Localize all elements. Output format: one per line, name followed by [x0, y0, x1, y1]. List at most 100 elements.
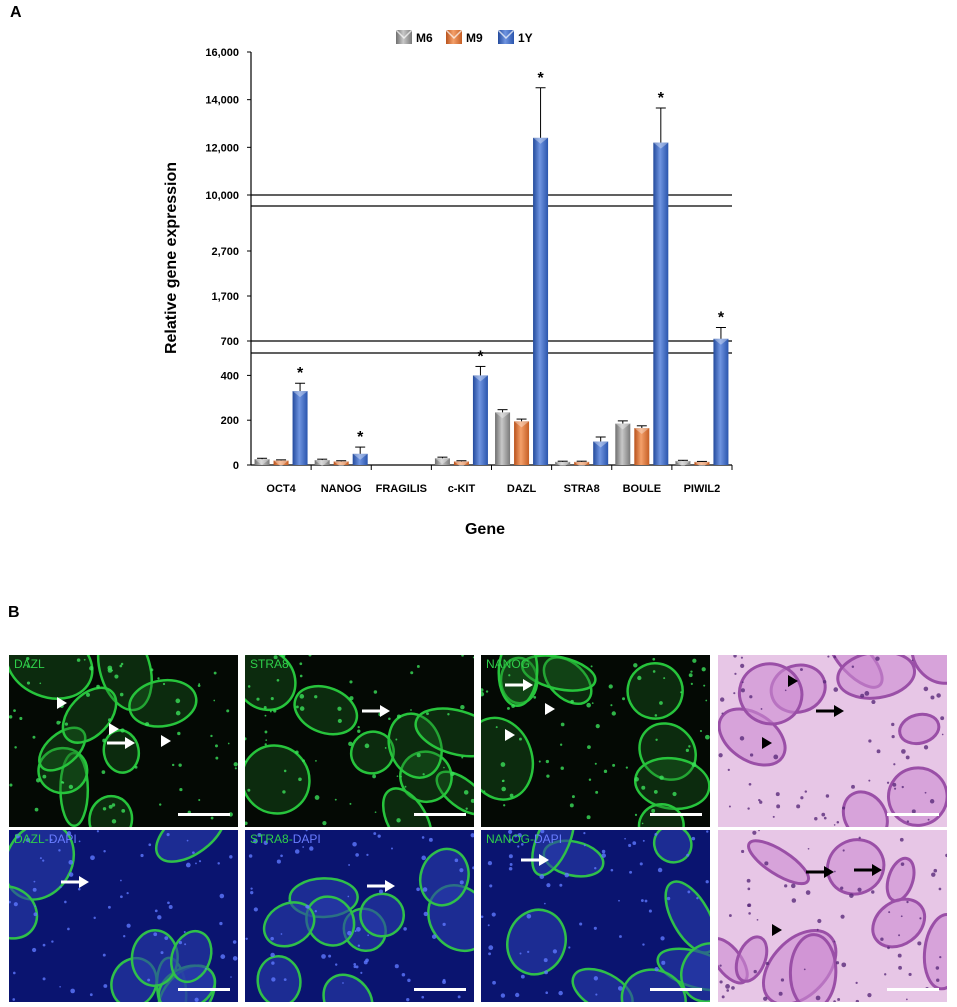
y-tick-label: 400	[221, 370, 239, 382]
significance-star: *	[658, 90, 665, 107]
micrograph-2: STRA8	[245, 655, 474, 827]
y-tick-label: 2,700	[211, 246, 239, 258]
y-tick-label: 12,000	[205, 142, 239, 154]
micrograph-image	[245, 830, 474, 1002]
micrograph-5: DAZL-DAPI	[9, 830, 238, 1002]
y-tick-label: 10,000	[205, 190, 239, 202]
x-tick-label: BOULE	[623, 483, 662, 495]
micrograph-image	[718, 830, 947, 1002]
y-axis-title: Relative gene expression	[163, 162, 180, 354]
bar-cap-M9-c-KIT	[453, 461, 469, 468]
panel-a-letter: A	[10, 4, 22, 21]
bar-1Y-DAZL	[533, 137, 549, 466]
y-tick-label: 16,000	[205, 47, 239, 59]
micrograph-image	[481, 655, 710, 827]
micrograph-image	[245, 655, 474, 827]
label-separator: -	[44, 832, 49, 846]
significance-star: *	[477, 348, 484, 365]
arrow-icon	[816, 705, 844, 717]
micrograph-label: NANOG	[486, 657, 530, 671]
x-tick-label: STRA8	[564, 483, 600, 495]
bar-1Y-PIWIL2	[713, 338, 729, 465]
x-tick-label: c-KIT	[448, 483, 476, 495]
arrowhead-icon	[57, 697, 67, 709]
bar-cap-1Y-DAZL	[533, 137, 549, 144]
micrograph-label: STRA8	[250, 657, 289, 671]
arrow-icon	[367, 880, 395, 892]
significance-star: *	[357, 429, 364, 446]
counterstain-label: DAPI	[292, 832, 321, 846]
bar-M6-DAZL	[495, 412, 511, 465]
bar-cap-1Y-NANOG	[352, 453, 368, 460]
bar-1Y-OCT4	[292, 391, 308, 465]
bar-cap-1Y-OCT4	[292, 391, 308, 398]
marker-label: STRA8	[250, 832, 289, 846]
y-tick-label: 0	[233, 460, 239, 472]
x-tick-label: DAZL	[507, 483, 537, 495]
arrowhead-icon	[545, 703, 555, 715]
y-tick-label: 700	[221, 336, 239, 348]
micrograph-label: DAZL-DAPI	[14, 832, 77, 846]
arrowhead-icon	[772, 924, 782, 936]
scale-bar	[178, 988, 230, 991]
arrow-icon	[854, 864, 882, 876]
arrow-icon	[806, 866, 834, 878]
micrograph-label: NANOG-DAPI	[486, 832, 562, 846]
bar-M9-OCT4	[273, 460, 289, 465]
micrograph-4	[718, 655, 947, 827]
bar-cap-1Y-BOULE	[653, 142, 669, 149]
panel-b-letter: B	[8, 604, 20, 621]
scale-bar	[887, 813, 939, 816]
legend-swatch-mark-1Y	[497, 29, 515, 40]
marker-label: NANOG	[486, 657, 531, 671]
bar-M6-PIWIL2	[675, 460, 691, 465]
y-tick-label: 14,000	[205, 95, 239, 107]
bar-cap-M9-DAZL	[514, 421, 530, 428]
micrograph-label: STRA8-DAPI	[250, 832, 321, 846]
bar-M6-NANOG	[314, 460, 330, 465]
micrograph-image	[718, 655, 947, 827]
micrograph-image	[9, 655, 238, 827]
arrow-icon	[505, 679, 533, 691]
micrograph-3: NANOG	[481, 655, 710, 827]
bar-cap-M6-STRA8	[555, 461, 571, 468]
marker-label: DAZL	[14, 832, 45, 846]
significance-star: *	[718, 310, 725, 327]
bar-M6-OCT4	[254, 459, 270, 465]
bar-M9-DAZL	[514, 421, 530, 465]
marker-label: STRA8	[250, 657, 289, 671]
y-tick-label: 200	[221, 415, 239, 427]
arrow-icon	[107, 737, 135, 749]
x-tick-label: PIWIL2	[684, 483, 721, 495]
micrograph-1: DAZL	[9, 655, 238, 827]
x-axis-title: Gene	[465, 521, 505, 538]
label-separator: -	[530, 832, 535, 846]
label-separator: -	[288, 832, 293, 846]
scale-bar	[414, 813, 466, 816]
micrograph-image	[9, 830, 238, 1002]
bar-cap-M6-OCT4	[254, 459, 270, 466]
x-tick-label: NANOG	[321, 483, 362, 495]
significance-star: *	[297, 365, 304, 382]
bar-M6-c-KIT	[434, 458, 450, 465]
bar-cap-M6-PIWIL2	[675, 460, 691, 467]
bar-M9-PIWIL2	[694, 461, 710, 465]
y-tick-label: 1,700	[211, 291, 239, 303]
arrowhead-icon	[109, 723, 119, 735]
arrow-icon	[521, 854, 549, 866]
legend-swatch-mark-M9	[445, 29, 463, 40]
micrograph-6: STRA8-DAPI	[245, 830, 474, 1002]
legend-swatch-mark-M6	[395, 29, 413, 40]
arrowhead-icon	[505, 729, 515, 741]
bar-M6-STRA8	[555, 461, 571, 465]
bar-M9-STRA8	[574, 461, 590, 465]
bar-M9-NANOG	[333, 461, 349, 465]
counterstain-label: DAPI	[534, 832, 563, 846]
scale-bar	[414, 988, 466, 991]
bar-cap-M6-c-KIT	[434, 458, 450, 465]
scale-bar	[887, 988, 939, 991]
bar-cap-M6-DAZL	[495, 412, 511, 419]
arrowhead-icon	[762, 737, 772, 749]
bar-cap-M9-BOULE	[634, 428, 650, 435]
bar-M9-BOULE	[634, 428, 650, 465]
